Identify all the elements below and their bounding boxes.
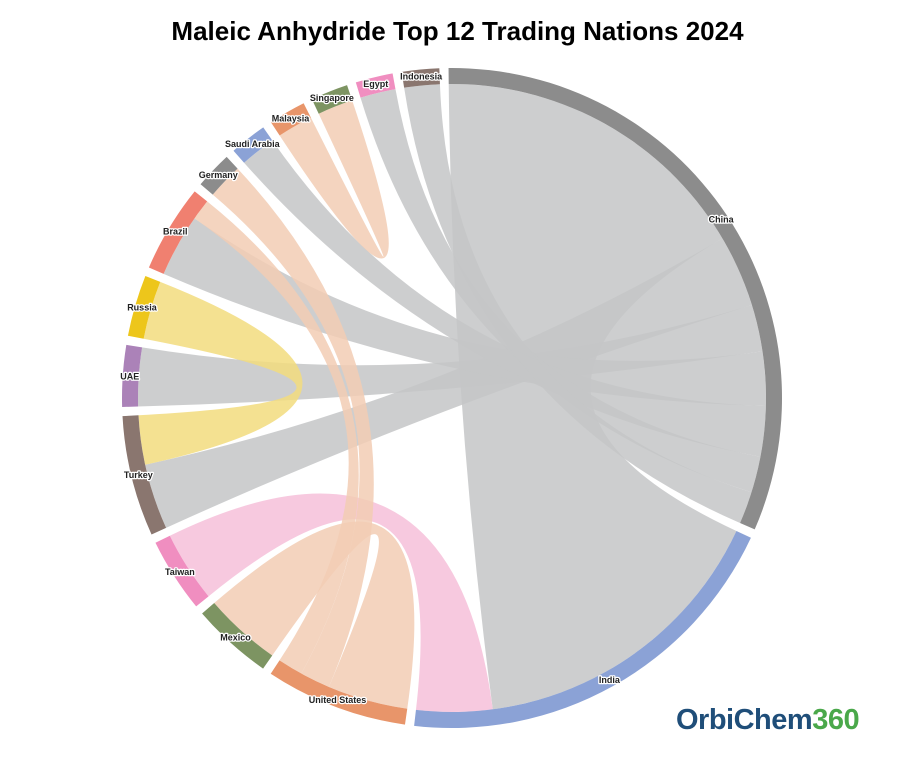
label-uae: UAE [120, 371, 139, 381]
arc-brazil [148, 191, 208, 274]
ribbon-china-to-india [448, 84, 737, 710]
arc-saudi-arabia [233, 127, 273, 163]
arc-taiwan [155, 535, 209, 607]
ribbon-china-to-egypt [360, 89, 761, 493]
arc-malaysia [270, 103, 311, 136]
arc-singapore [311, 85, 353, 114]
arc-layer [122, 68, 782, 728]
brand-logo-text: OrbiChem [676, 704, 813, 736]
ribbon-china-to-brazil [163, 218, 766, 406]
ribbon-china-to-indonesia [404, 84, 752, 524]
brand-logo-number: 360 [812, 704, 860, 736]
label-indonesia: Indonesia [400, 71, 443, 81]
ribbon-russia-to-turkey [138, 281, 303, 465]
arc-indonesia [401, 68, 440, 88]
label-malaysia: Malaysia [272, 113, 311, 123]
label-russia: Russia [127, 302, 158, 312]
arc-egypt [355, 73, 396, 98]
ribbon-united-states-to-germany [212, 168, 374, 687]
arc-united-states [270, 660, 408, 725]
ribbon-united-states-to-mexico [214, 521, 415, 709]
label-brazil: Brazil [163, 227, 188, 237]
arc-india [414, 531, 751, 728]
arc-turkey [122, 415, 167, 535]
ribbon-malaysia-to-singapore [279, 100, 389, 259]
label-singapore: Singapore [310, 93, 354, 103]
ribbon-taiwan-to-india [169, 493, 493, 712]
arc-germany [200, 156, 238, 195]
chart-title: Maleic Anhydride Top 12 Trading Nations … [171, 16, 744, 46]
label-united-states: United States [309, 695, 367, 705]
brand-logo: OrbiChem360 [676, 704, 860, 737]
label-saudi-arabia: Saudi Arabia [225, 139, 281, 149]
label-taiwan: Taiwan [165, 567, 195, 577]
arc-mexico [202, 603, 273, 669]
ribbon-china-to-saudi-arabia [244, 140, 766, 457]
label-turkey: Turkey [124, 470, 153, 480]
arc-russia [127, 276, 161, 339]
label-mexico: Mexico [220, 633, 251, 643]
label-india: India [599, 675, 621, 685]
arc-china [448, 68, 782, 530]
label-egypt: Egypt [363, 79, 388, 89]
label-china: China [709, 214, 735, 224]
label-germany: Germany [199, 170, 238, 180]
label-layer: China India United States Mexico Taiwan Turke… [119, 70, 736, 706]
ribbon-layer [138, 84, 766, 712]
arc-uae [122, 344, 143, 407]
